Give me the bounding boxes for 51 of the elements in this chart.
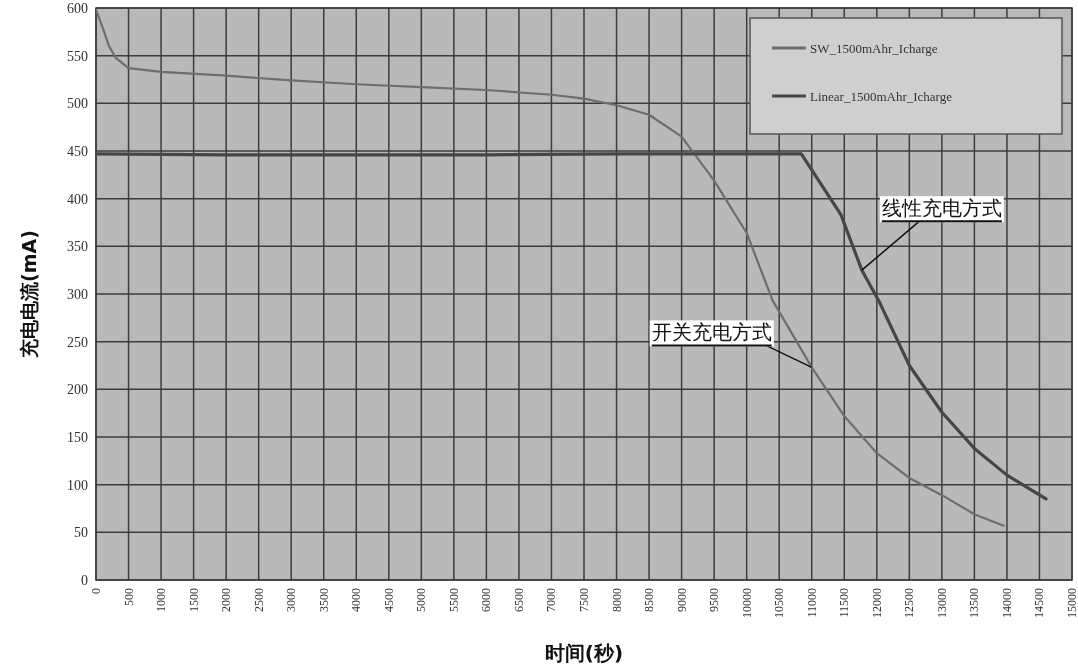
y-tick-label: 0 (81, 573, 88, 588)
annotation: 开关充电方式 (651, 320, 772, 345)
y-tick-label: 600 (67, 1, 88, 16)
x-tick-label: 8000 (609, 588, 624, 612)
x-tick-label: 500 (121, 588, 136, 606)
x-tick-label: 9000 (674, 588, 689, 612)
x-tick-label: 13000 (934, 588, 949, 618)
x-tick-label: 15000 (1065, 588, 1078, 618)
x-tick-label: 9500 (707, 588, 722, 612)
y-tick-label: 500 (67, 96, 88, 112)
line-series (96, 8, 1005, 527)
x-axis-title: 时间(秒) (544, 641, 624, 665)
x-tick-label: 6500 (511, 588, 526, 612)
x-tick-label: 5500 (446, 588, 461, 612)
x-tick-label: 13500 (967, 588, 982, 618)
x-tick-label: 10500 (772, 588, 787, 618)
x-tick-label: 14000 (999, 588, 1014, 618)
x-tick-label: 12500 (902, 588, 917, 618)
x-tick-label: 11000 (804, 588, 819, 618)
annotation: 线性充电方式 (881, 196, 1002, 221)
y-tick-label: 450 (67, 144, 88, 159)
x-tick-label: 7000 (544, 588, 559, 612)
y-tick-label: 150 (67, 430, 88, 445)
y-tick-label: 100 (67, 477, 88, 493)
y-axis-title: 充电电流(mA) (18, 230, 40, 359)
x-tick-label: 1000 (154, 588, 169, 612)
x-tick-label: 5000 (414, 588, 429, 612)
x-tick-label: 3500 (316, 588, 331, 612)
x-tick-label: 4000 (349, 588, 364, 612)
y-tick-label: 250 (67, 334, 88, 350)
x-tick-label: 1500 (186, 588, 201, 612)
x-tick-label: 2500 (251, 588, 266, 612)
y-tick-label: 400 (67, 191, 88, 207)
x-tick-label: 2000 (219, 588, 234, 612)
x-tick-label: 14500 (1032, 588, 1047, 618)
legend-label: SW_1500mAhr_Icharge (810, 41, 938, 56)
y-tick-label: 50 (74, 525, 88, 541)
x-tick-label: 8500 (642, 588, 657, 612)
y-tick-label: 300 (67, 287, 88, 302)
legend-label: Linear_1500mAhr_Icharge (810, 89, 953, 104)
x-tick-label: 7500 (577, 588, 591, 612)
x-tick-label: 11500 (837, 588, 852, 618)
x-tick-label: 3000 (284, 588, 299, 612)
x-tick-label: 12000 (869, 588, 884, 618)
x-tick-label: 0 (89, 588, 103, 594)
y-tick-label: 200 (67, 382, 88, 398)
x-tick-label: 4500 (381, 588, 396, 612)
x-tick-label: 10000 (739, 588, 754, 618)
x-tick-label: 6000 (479, 588, 494, 612)
y-tick-label: 350 (67, 239, 88, 255)
y-tick-label: 550 (67, 48, 88, 64)
